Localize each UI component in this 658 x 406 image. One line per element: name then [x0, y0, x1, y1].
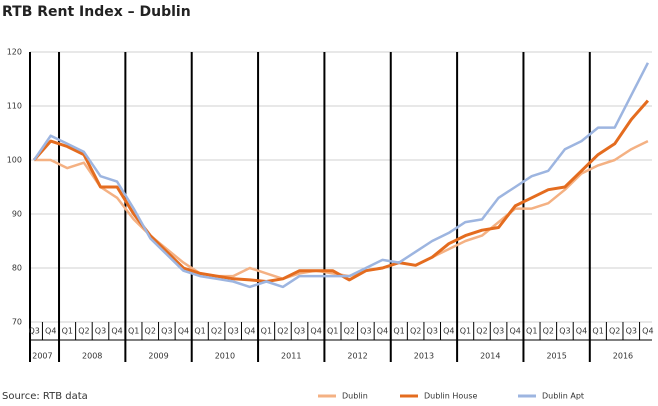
x-tick-label: Q3: [427, 327, 438, 336]
y-tick-label: 110: [7, 102, 22, 111]
x-tick-label: Q2: [609, 327, 620, 336]
x-tick-label: Q1: [327, 327, 338, 336]
x-tick-label: Q3: [559, 327, 570, 336]
x-tick-label: Q2: [211, 327, 222, 336]
series-line: [33, 62, 650, 289]
x-tick-label: Q3: [493, 327, 504, 336]
x-tick-label: Q3: [360, 327, 371, 336]
x-tick-label: Q4: [244, 327, 255, 336]
x-tick-label: Q1: [592, 327, 603, 336]
x-tick-label: Q2: [277, 327, 288, 336]
x-tick-label: Q2: [78, 327, 89, 336]
y-tick-label: 80: [12, 264, 22, 273]
x-tick-label: Q1: [460, 327, 471, 336]
x-tick-label: Q1: [393, 327, 404, 336]
x-tick-label: Q4: [45, 327, 56, 336]
x-tick-label: Q4: [178, 327, 189, 336]
x-tick-label: Q4: [310, 327, 321, 336]
x-tick-label: Q4: [576, 327, 587, 336]
x-tick-label: Q1: [194, 327, 205, 336]
year-label: 2016: [613, 352, 633, 361]
year-label: 2015: [546, 352, 566, 361]
x-tick-label: Q2: [344, 327, 355, 336]
year-label: 2013: [414, 352, 434, 361]
x-tick-label: Q3: [28, 327, 39, 336]
x-tick-label: Q2: [145, 327, 156, 336]
source-note: Source: RTB data: [2, 391, 88, 402]
y-tick-label: 100: [7, 156, 22, 165]
x-tick-label: Q1: [261, 327, 272, 336]
x-tick-label: Q4: [111, 327, 122, 336]
y-tick-label: 120: [7, 48, 22, 57]
year-label: 2007: [32, 352, 52, 361]
x-tick-label: Q4: [642, 327, 653, 336]
x-tick-label: Q2: [410, 327, 421, 336]
year-label: 2014: [480, 352, 500, 361]
x-tick-label: Q4: [509, 327, 520, 336]
chart-title: RTB Rent Index – Dublin: [2, 4, 191, 20]
year-label: 2008: [82, 352, 102, 361]
x-tick-label: Q4: [377, 327, 388, 336]
x-tick-label: Q3: [95, 327, 106, 336]
x-tick-label: Q3: [294, 327, 305, 336]
year-label: 2011: [281, 352, 301, 361]
x-tick-label: Q2: [543, 327, 554, 336]
x-tick-label: Q1: [62, 327, 73, 336]
y-tick-label: 70: [12, 318, 22, 327]
legend-label: Dublin House: [424, 392, 478, 401]
x-tick-label: Q3: [161, 327, 172, 336]
x-tick-label: Q2: [476, 327, 487, 336]
legend-label: Dublin: [342, 392, 368, 401]
x-tick-label: Q1: [128, 327, 139, 336]
x-tick-label: Q3: [626, 327, 637, 336]
y-tick-label: 90: [12, 210, 22, 219]
year-label: 2012: [347, 352, 367, 361]
x-tick-label: Q4: [443, 327, 454, 336]
x-tick-label: Q3: [227, 327, 238, 336]
year-label: 2010: [215, 352, 235, 361]
x-tick-label: Q1: [526, 327, 537, 336]
year-label: 2009: [148, 352, 168, 361]
legend-label: Dublin Apt: [542, 392, 584, 401]
